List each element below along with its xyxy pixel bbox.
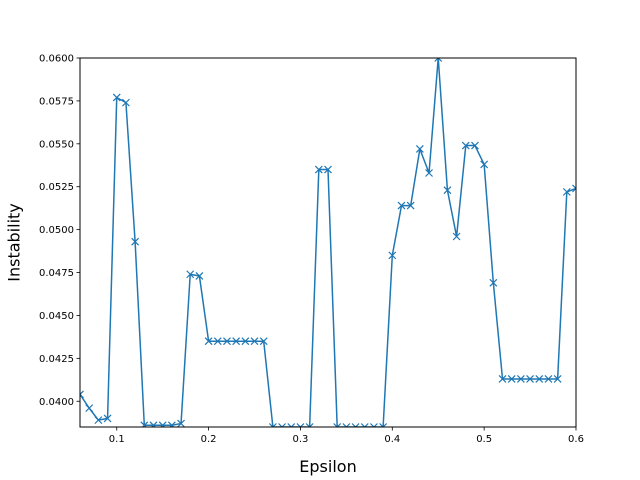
data-point-marker bbox=[351, 423, 360, 427]
data-point-marker bbox=[535, 375, 544, 383]
data-point-marker bbox=[562, 187, 571, 196]
data-point-marker bbox=[370, 423, 378, 427]
data-point-marker bbox=[213, 337, 222, 346]
data-point-marker bbox=[241, 337, 250, 346]
y-tick-label: 0.0525 bbox=[39, 182, 74, 193]
x-tick-label: 0.5 bbox=[476, 434, 492, 445]
data-point-marker bbox=[480, 160, 489, 169]
data-point-marker bbox=[461, 141, 470, 150]
series-group bbox=[80, 58, 576, 427]
data-point-marker bbox=[287, 423, 296, 427]
x-axis-label: Epsilon bbox=[299, 457, 356, 476]
y-axis-label: Instability bbox=[5, 203, 24, 282]
data-point-marker bbox=[112, 93, 121, 102]
plot-frame bbox=[79, 57, 577, 428]
data-point-marker bbox=[379, 423, 388, 427]
data-point-marker bbox=[204, 337, 213, 346]
y-tick-label: 0.0600 bbox=[39, 54, 74, 65]
data-point-marker bbox=[526, 375, 534, 383]
x-axis-ticks: 0.1 0.2 0.3 0.4 0.5 0.6 bbox=[109, 427, 584, 445]
y-tick-label: 0.0425 bbox=[39, 354, 74, 365]
data-point-marker bbox=[572, 184, 576, 193]
y-tick-label: 0.0575 bbox=[39, 96, 74, 107]
data-point-marker bbox=[131, 237, 140, 246]
data-point-marker bbox=[314, 165, 323, 174]
data-point-marker bbox=[443, 186, 452, 195]
data-point-marker bbox=[324, 165, 332, 174]
data-point-marker bbox=[489, 278, 498, 287]
data-point-marker bbox=[223, 337, 231, 346]
data-point-marker bbox=[342, 423, 351, 427]
y-tick-label: 0.0475 bbox=[39, 268, 74, 279]
data-point-marker bbox=[305, 423, 314, 427]
x-tick-label: 0.3 bbox=[292, 434, 308, 445]
data-point-marker bbox=[85, 404, 94, 413]
data-point-marker bbox=[360, 423, 369, 427]
data-point-marker bbox=[434, 58, 443, 62]
x-tick-label: 0.4 bbox=[384, 434, 400, 445]
y-tick-label: 0.0550 bbox=[39, 139, 74, 150]
data-point-marker bbox=[167, 421, 176, 427]
data-point-marker bbox=[186, 270, 195, 279]
y-axis-ticks: 0.0400 0.0425 0.0450 0.0475 0.0500 0.0525 0.05… bbox=[39, 54, 80, 408]
x-tick-label: 0.2 bbox=[201, 434, 217, 445]
data-point-marker bbox=[195, 272, 204, 280]
y-tick-label: 0.0450 bbox=[39, 311, 74, 322]
data-point-marker bbox=[122, 98, 130, 107]
data-point-marker bbox=[397, 201, 406, 210]
data-point-marker bbox=[94, 416, 103, 425]
data-point-marker bbox=[158, 421, 167, 427]
data-point-marker bbox=[406, 201, 415, 210]
data-point-marker bbox=[259, 337, 268, 346]
data-point-marker bbox=[507, 375, 516, 383]
data-point-marker bbox=[333, 423, 342, 427]
data-point-marker bbox=[80, 390, 84, 399]
data-point-marker bbox=[149, 421, 158, 427]
data-point-marker bbox=[296, 423, 305, 427]
data-point-marker bbox=[498, 375, 507, 383]
data-point-marker bbox=[103, 414, 112, 423]
data-point-marker bbox=[140, 421, 149, 427]
data-point-marker bbox=[516, 375, 525, 383]
data-point-marker bbox=[415, 145, 424, 153]
x-tick-label: 0.6 bbox=[568, 434, 584, 445]
data-point-marker bbox=[177, 419, 185, 427]
data-point-marker bbox=[471, 141, 479, 150]
data-point-marker bbox=[232, 337, 241, 346]
x-tick-label: 0.1 bbox=[109, 434, 125, 445]
y-tick-label: 0.0500 bbox=[39, 225, 74, 236]
data-point-marker bbox=[250, 337, 259, 346]
data-point-marker bbox=[388, 251, 397, 260]
data-point-marker bbox=[544, 375, 553, 383]
data-point-marker bbox=[278, 423, 286, 427]
data-point-marker bbox=[425, 169, 433, 177]
data-point-marker bbox=[268, 423, 277, 427]
plot-area bbox=[80, 58, 576, 427]
y-tick-label: 0.0400 bbox=[39, 397, 74, 408]
data-point-marker bbox=[553, 375, 562, 383]
data-point-marker bbox=[452, 232, 461, 241]
